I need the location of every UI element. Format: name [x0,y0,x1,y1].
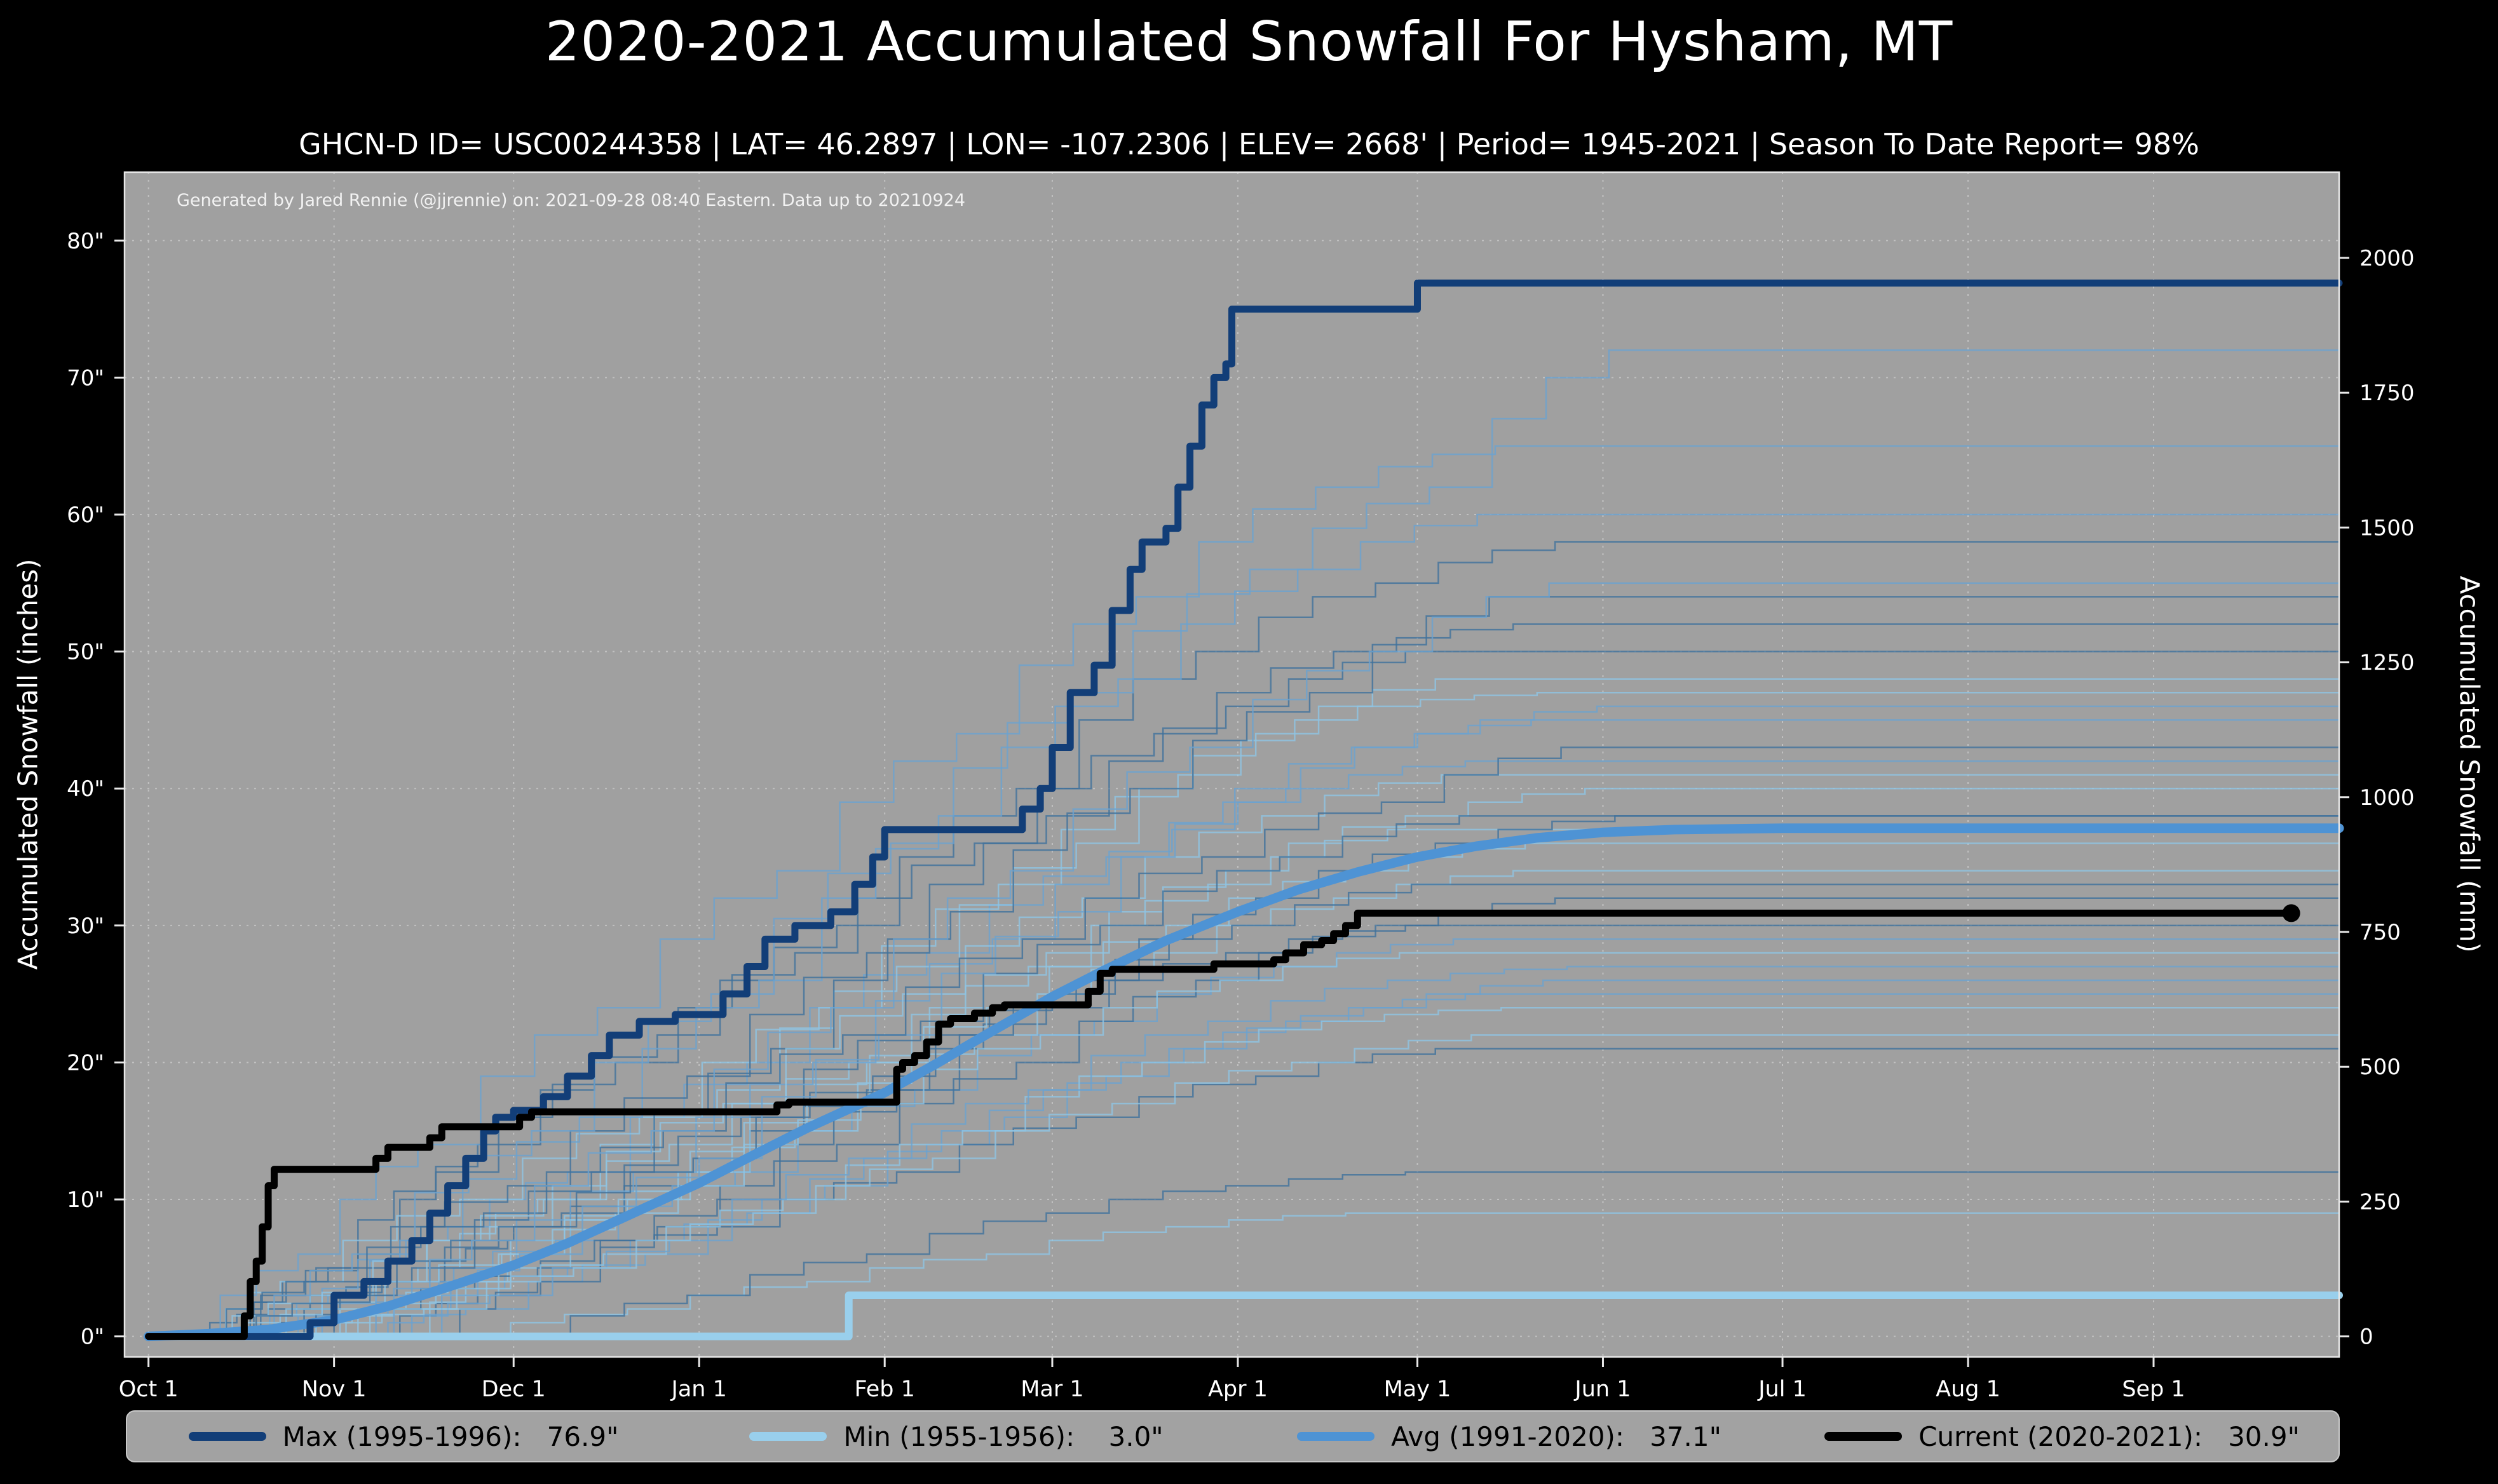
current-line [145,909,2295,1340]
min-line-swatch [749,1432,827,1441]
legend-entry-max: Max (1995-1996): 76.9" [127,1421,680,1452]
left-tick-label: 30" [67,914,104,939]
x-tick-label: Mar 1 [1021,1377,1083,1402]
right-tick-label: 750 [2359,920,2401,945]
max-line-swatch [188,1432,266,1441]
background-year-line [334,719,2339,1337]
x-tick-label: Nov 1 [302,1377,367,1402]
x-tick-label: Sep 1 [2122,1377,2185,1402]
background-year-line [196,692,2339,1337]
background-year-line [184,746,2339,1337]
page-title: 2020-2021 Accumulated Snowfall For Hysha… [545,10,1953,74]
x-tick-label: Dec 1 [482,1377,546,1402]
current-endpoint-dot [2282,904,2300,922]
background-year-line [214,883,2339,1337]
right-tick-label: 1250 [2359,651,2415,676]
left-tick-label: 70" [67,365,104,391]
left-tick-label: 20" [67,1050,104,1076]
background-year-line [447,1212,2339,1337]
x-tick-label: Jul 1 [1757,1377,1807,1402]
left-tick-label: 0" [81,1325,104,1350]
right-tick-label: 1500 [2359,515,2415,541]
x-tick-label: Aug 1 [1936,1377,2000,1402]
background-year-line [208,541,2339,1337]
plot-frame [123,171,2340,1358]
x-tick-label: May 1 [1384,1377,1451,1402]
x-tick-label: Apr 1 [1208,1377,1268,1402]
legend-entry-current: Current (2020-2021): 30.9" [1786,1421,2338,1452]
generated-by-annotation: Generated by Jared Rennie (@jjrennie) on… [177,191,966,210]
background-year-line [178,445,2339,1337]
left-tick-label: 50" [67,640,104,665]
left-tick-label: 40" [67,776,104,802]
right-tick-label: 500 [2359,1055,2401,1080]
legend-entry-min: Min (1955-1956): 3.0" [680,1421,1233,1452]
background-year-line [370,966,2339,1337]
y-axis-label-mm: Accumulated Snowfall (mm) [2454,576,2485,953]
legend-entry-avg: Avg (1991-2020): 37.1" [1233,1421,1786,1452]
background-year-line [400,705,2339,1337]
legend: Max (1995-1996): 76.9" Min (1955-1956): 3… [126,1410,2340,1462]
avg-line-swatch [1297,1432,1375,1441]
left-tick-label: 80" [67,229,104,254]
background-year-line [280,513,2339,1337]
station-metadata-subtitle: GHCN-D ID= USC00244358 | LAT= 46.2897 | … [299,127,2199,161]
avg-line [144,823,2344,1342]
right-tick-label: 0 [2359,1325,2373,1350]
right-tick-label: 1000 [2359,785,2415,811]
legend-label-avg: Avg (1991-2020): 37.1" [1391,1420,1721,1452]
background-year-line [351,582,2339,1337]
right-tick-label: 2000 [2359,246,2415,271]
legend-label-max: Max (1995-1996): 76.9" [282,1420,619,1452]
legend-label-current: Current (2020-2021): 30.9" [1918,1420,2300,1452]
x-tick-label: Jan 1 [670,1377,727,1402]
background-year-line [274,1034,2339,1337]
y-axis-label-inches: Accumulated Snowfall (inches) [12,558,44,970]
background-year-line [232,349,2339,1337]
background-year-line [304,1006,2339,1337]
legend-label-min: Min (1955-1956): 3.0" [843,1420,1164,1452]
right-tick-label: 250 [2359,1189,2401,1215]
max-line [145,280,2343,1340]
x-tick-label: Feb 1 [855,1377,915,1402]
right-tick-label: 1750 [2359,381,2415,406]
x-tick-label: Oct 1 [119,1377,179,1402]
min-line [144,1291,2343,1340]
x-tick-label: Jun 1 [1573,1377,1631,1402]
left-tick-label: 60" [67,503,104,528]
plot-area [125,172,2339,1357]
background-year-line [220,623,2339,1337]
left-tick-label: 10" [67,1187,104,1213]
background-year-line [507,1171,2339,1337]
current-line-swatch [1824,1432,1903,1441]
